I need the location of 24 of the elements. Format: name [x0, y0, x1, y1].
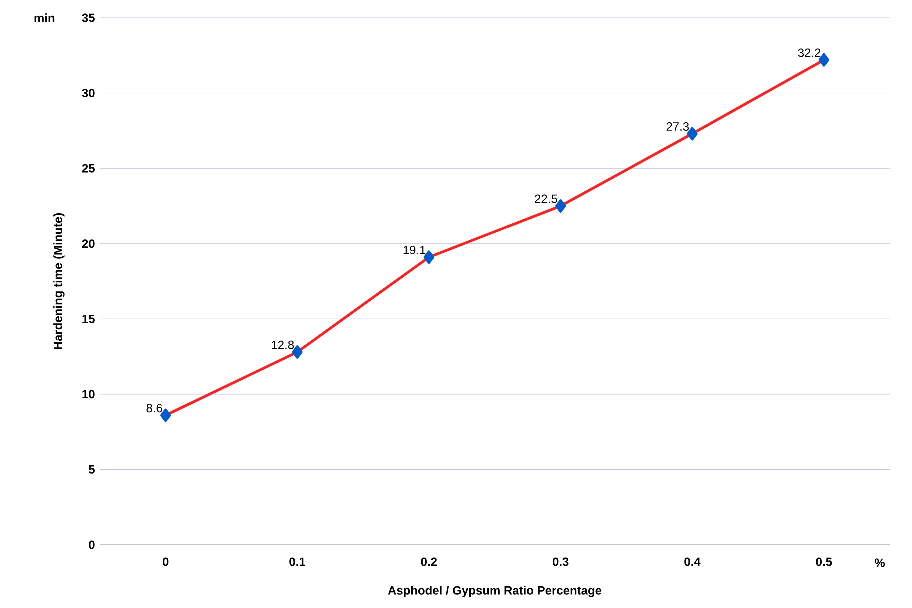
x-tick-label: 0.5	[816, 558, 832, 566]
data-label: 12.8	[272, 340, 294, 350]
y-tick-label: 10	[82, 390, 95, 399]
data-label: 19.1	[404, 246, 426, 254]
y-axis-title: Hardening time (Minute)	[54, 213, 65, 350]
y-tick-label: 0	[89, 540, 95, 550]
x-axis-title: Asphodel / Gypsum Ratio Percentage	[388, 586, 602, 598]
data-label: 27.3	[666, 122, 690, 132]
y-tick-label: 25	[82, 164, 95, 173]
x-tick-label: 0.1	[290, 558, 306, 566]
x-tick-label: 0.4	[684, 558, 701, 566]
y-tick-label: 30	[82, 89, 95, 98]
x-tick-label: 0.2	[421, 558, 438, 566]
x-tick-label: 0.3	[552, 558, 569, 566]
data-label: 32.2	[798, 48, 821, 58]
text: %	[874, 558, 886, 568]
y-tick-label: 20	[82, 240, 95, 248]
text: min	[34, 14, 55, 22]
data-label: 22.5	[535, 194, 558, 204]
y-tick-label: 5	[89, 466, 95, 474]
data-label: 8.6	[146, 404, 162, 413]
y-tick-label: 15	[82, 314, 95, 324]
y-tick-label: 35	[82, 14, 95, 22]
x-tick-label: 0	[162, 558, 169, 566]
